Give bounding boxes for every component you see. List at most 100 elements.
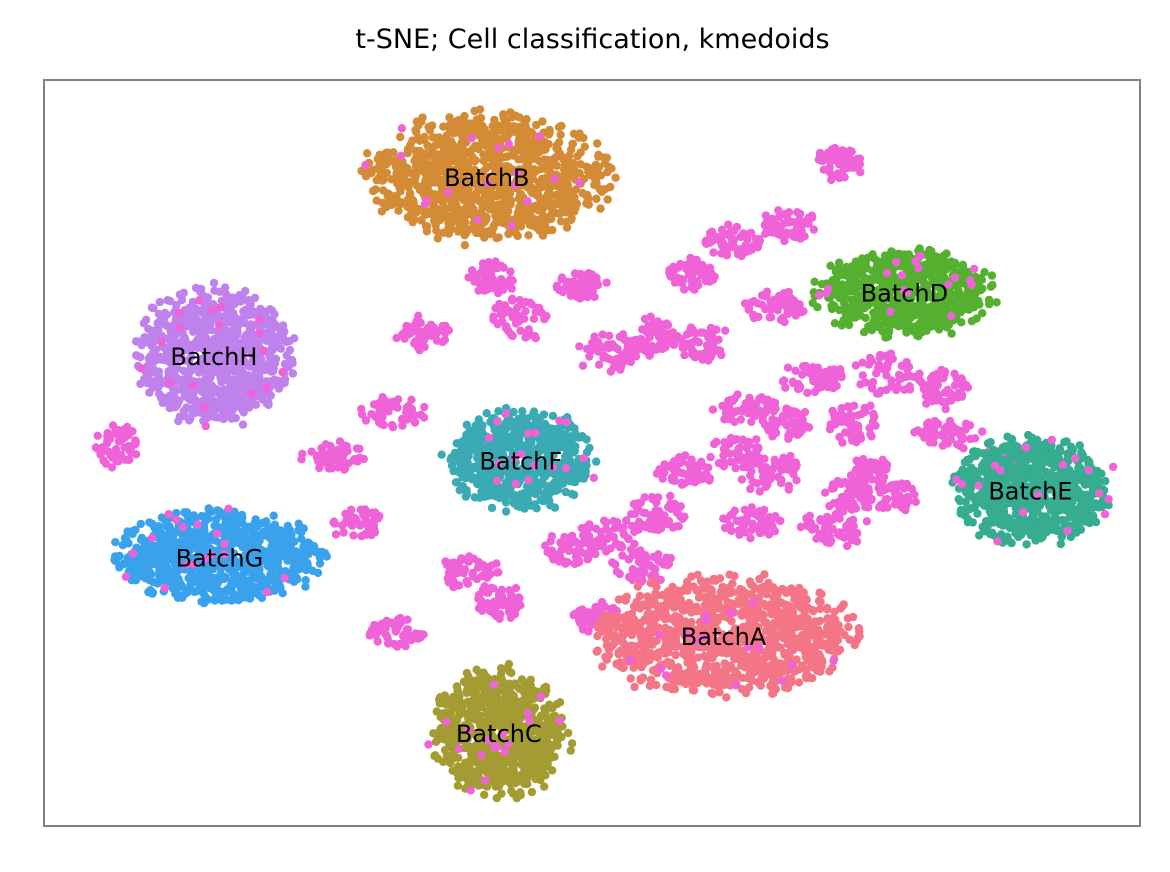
data-point xyxy=(752,443,761,452)
data-point xyxy=(947,312,956,321)
data-point xyxy=(611,173,620,182)
data-point xyxy=(204,412,213,421)
data-point xyxy=(326,441,335,451)
data-point xyxy=(670,471,679,480)
data-point xyxy=(531,307,540,317)
unlabeled-cluster xyxy=(489,294,551,343)
data-point xyxy=(393,615,403,624)
data-point xyxy=(510,610,520,619)
data-point xyxy=(726,457,735,467)
unlabeled-cluster xyxy=(719,503,785,543)
data-point xyxy=(493,264,502,273)
data-point xyxy=(669,340,679,350)
data-point xyxy=(506,308,515,318)
data-point xyxy=(865,423,874,433)
data-point xyxy=(349,456,358,465)
data-point xyxy=(379,186,388,195)
data-point xyxy=(733,454,742,463)
data-point xyxy=(508,276,517,285)
data-point xyxy=(786,458,795,467)
data-point xyxy=(843,480,853,489)
data-point xyxy=(943,385,952,394)
data-point xyxy=(823,148,833,158)
data-point xyxy=(441,136,450,145)
data-point xyxy=(978,309,987,318)
data-point xyxy=(241,286,250,296)
data-point xyxy=(342,443,351,452)
data-point xyxy=(666,491,675,501)
data-point xyxy=(584,269,593,278)
data-point xyxy=(472,574,482,584)
data-point xyxy=(197,380,206,390)
data-point xyxy=(555,285,564,295)
data-point xyxy=(652,512,662,521)
data-point xyxy=(515,202,524,211)
data-point xyxy=(671,275,680,284)
data-point xyxy=(950,273,959,282)
data-point xyxy=(675,511,685,521)
data-point xyxy=(557,546,566,555)
data-point xyxy=(242,330,251,340)
data-point xyxy=(924,423,933,432)
data-point xyxy=(575,606,584,615)
data-point xyxy=(440,335,450,345)
data-point xyxy=(792,308,802,317)
data-point xyxy=(721,326,730,335)
data-point xyxy=(724,402,734,411)
data-point xyxy=(411,326,420,336)
data-point xyxy=(476,600,486,610)
data-point xyxy=(359,454,368,464)
data-point xyxy=(522,328,532,337)
data-point xyxy=(602,278,611,287)
data-point xyxy=(746,484,755,494)
data-point xyxy=(493,597,502,606)
data-point xyxy=(511,229,521,238)
data-point xyxy=(961,301,971,310)
data-point xyxy=(877,321,886,331)
data-point xyxy=(820,368,830,377)
data-point xyxy=(777,475,786,485)
data-point xyxy=(881,333,890,342)
data-point xyxy=(443,148,452,157)
data-point xyxy=(505,586,514,595)
data-point xyxy=(189,391,198,401)
data-point xyxy=(511,319,521,328)
data-point xyxy=(361,511,371,520)
data-point xyxy=(872,268,881,277)
data-point xyxy=(259,346,268,356)
data-point xyxy=(278,332,288,341)
data-point xyxy=(876,476,885,486)
data-point xyxy=(691,329,700,338)
data-point xyxy=(429,323,439,332)
data-point xyxy=(620,335,629,344)
data-point xyxy=(781,419,790,428)
data-point xyxy=(391,401,401,410)
data-point xyxy=(762,468,771,477)
data-point xyxy=(796,219,805,228)
data-point xyxy=(411,172,420,181)
data-point xyxy=(747,467,756,476)
data-point xyxy=(390,640,399,649)
data-point xyxy=(571,203,580,213)
data-point xyxy=(564,198,573,208)
data-point xyxy=(423,207,432,216)
data-point xyxy=(432,151,442,161)
data-point xyxy=(572,270,581,279)
data-point xyxy=(704,463,713,472)
data-point xyxy=(958,433,967,442)
data-point xyxy=(392,333,401,343)
data-point xyxy=(237,315,246,324)
data-point xyxy=(837,168,847,177)
data-point xyxy=(669,262,678,271)
data-point xyxy=(157,337,166,347)
data-point xyxy=(646,348,655,357)
data-point xyxy=(841,311,851,320)
unlabeled-cluster xyxy=(740,287,808,327)
data-point xyxy=(382,618,391,627)
data-point xyxy=(255,328,264,338)
data-point xyxy=(632,336,641,346)
data-point xyxy=(188,381,198,390)
data-point xyxy=(697,457,706,466)
data-point xyxy=(628,551,637,560)
data-point xyxy=(488,121,497,131)
